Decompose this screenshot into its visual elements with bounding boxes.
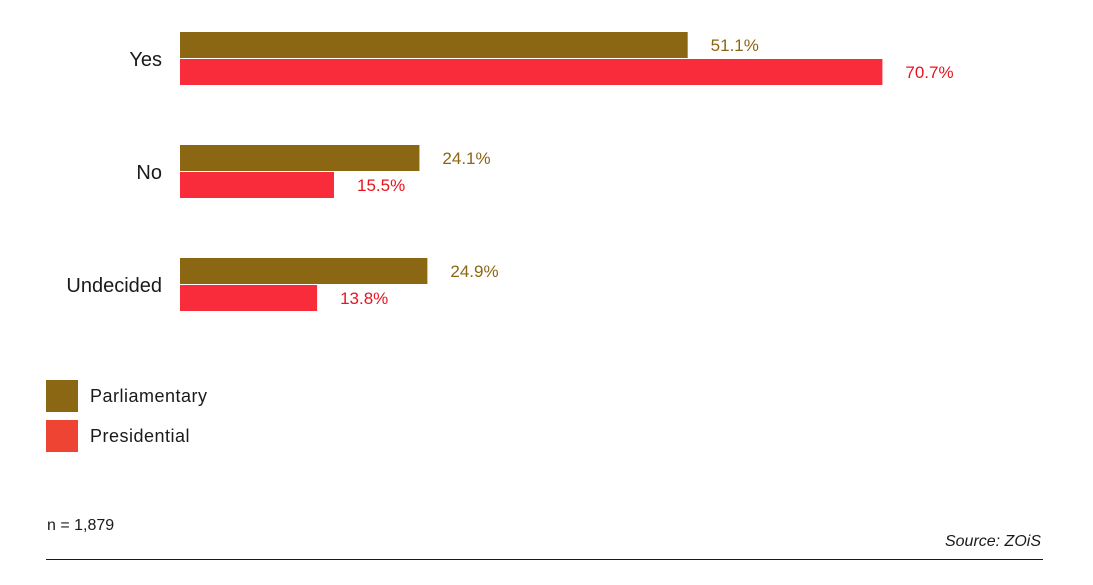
sample-size-note: n = 1,879 [47, 517, 115, 534]
bar-presidential [180, 59, 883, 85]
data-label-presidential: 70.7% [905, 63, 953, 82]
legend-label-parliamentary: Parliamentary [90, 385, 208, 406]
legend-swatch-parliamentary [46, 380, 78, 412]
category-label: No [136, 162, 162, 184]
legend-item-parliamentary: Parliamentary [46, 380, 208, 412]
data-label-presidential: 13.8% [340, 289, 388, 308]
bar-parliamentary [180, 145, 420, 171]
category-label: Yes [129, 49, 162, 71]
bar-parliamentary [180, 258, 428, 284]
footer-divider [46, 559, 1043, 560]
legend-swatch-presidential [46, 420, 78, 452]
data-label-parliamentary: 51.1% [711, 36, 759, 55]
bar-presidential [180, 172, 334, 198]
bar-chart: Yes 51.1% 70.7% No 24.1% 15.5% Undecided 24.9% 1… [66, 32, 954, 311]
legend: Parliamentary Presidential [46, 380, 208, 460]
legend-item-presidential: Presidential [46, 420, 208, 452]
bar-presidential [180, 285, 318, 311]
legend-label-presidential: Presidential [90, 425, 191, 446]
bar-parliamentary [180, 32, 688, 58]
category-label: Undecided [66, 275, 162, 297]
source-credit: Source: ZOiS [944, 533, 1041, 550]
data-label-parliamentary: 24.9% [450, 262, 498, 281]
data-label-parliamentary: 24.1% [442, 149, 490, 168]
data-label-presidential: 15.5% [357, 176, 405, 195]
